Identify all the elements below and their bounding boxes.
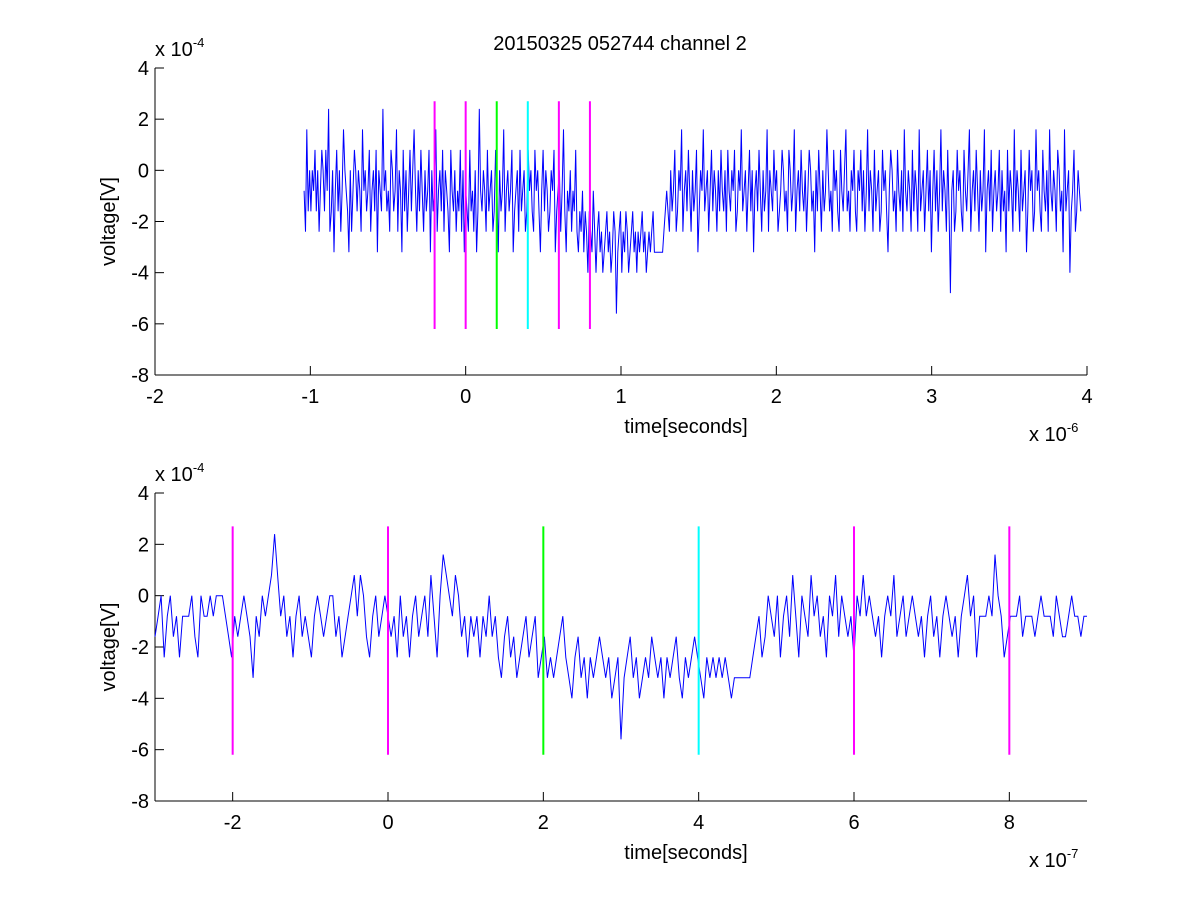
top-x-tick-label: 2	[771, 386, 782, 408]
bottom-signal-series	[154, 534, 1087, 740]
bottom-y-tick-label: 4	[138, 483, 149, 505]
bottom-y-tick-label: -4	[131, 688, 149, 710]
top-x-tick-label: -2	[146, 386, 164, 408]
bottom-y-multiplier-base: x 10	[155, 464, 193, 486]
top-x-multiplier: x 10-6	[1029, 420, 1078, 446]
bottom-axes-group: -2 0 2 4 6 8 -8 -6 -4 -2 0 2 4 time[seconds] voltage[V…	[98, 460, 1087, 872]
top-y-tick-label: -2	[131, 212, 149, 234]
bottom-x-tick-label: 0	[382, 812, 393, 834]
chart-title: 20150325 052744 channel 2	[493, 33, 747, 55]
top-x-multiplier-exponent: -6	[1067, 420, 1079, 435]
top-axes-group: -2 -1 0 1 2 3 4 -8 -6 -4 -2 0 2 4 time[seconds] voltage…	[98, 35, 1093, 446]
bottom-x-multiplier-exponent: -7	[1067, 846, 1079, 861]
bottom-x-tick-label: 4	[693, 812, 704, 834]
top-x-axis-label: time[seconds]	[624, 416, 747, 438]
bottom-x-multiplier-base: x 10	[1029, 850, 1067, 872]
bottom-y-tick-label: -6	[131, 740, 149, 762]
top-x-multiplier-base: x 10	[1029, 424, 1067, 446]
top-x-tick-label: 1	[615, 386, 626, 408]
bottom-y-tick-label: 0	[138, 586, 149, 608]
top-y-tick-label: 0	[138, 160, 149, 182]
top-y-multiplier-exponent: -4	[193, 35, 205, 50]
bottom-x-axis-label: time[seconds]	[624, 842, 747, 864]
bottom-x-tick-label: -2	[224, 812, 242, 834]
bottom-x-tick-label: 8	[1004, 812, 1015, 834]
top-x-tick-label: 3	[926, 386, 937, 408]
bottom-y-tick-label: 2	[138, 534, 149, 556]
top-signal-series	[303, 108, 1082, 314]
top-x-tick-label: 0	[460, 386, 471, 408]
bottom-x-tick-label: 6	[848, 812, 859, 834]
top-y-multiplier-base: x 10	[155, 39, 193, 61]
top-y-multiplier: x 10-4	[155, 35, 204, 61]
top-y-tick-label: 4	[138, 58, 149, 80]
top-x-tick-label: 4	[1081, 386, 1092, 408]
bottom-y-axis-label: voltage[V]	[98, 603, 120, 692]
top-y-tick-label: -8	[131, 365, 149, 387]
top-y-tick-label: 2	[138, 109, 149, 131]
bottom-x-tick-label: 2	[538, 812, 549, 834]
top-y-tick-label: -4	[131, 263, 149, 285]
bottom-x-multiplier: x 10-7	[1029, 846, 1078, 872]
top-x-tick-label: -1	[301, 386, 319, 408]
top-y-tick-label: -6	[131, 314, 149, 336]
bottom-y-tick-label: -2	[131, 637, 149, 659]
bottom-y-multiplier: x 10-4	[155, 460, 204, 486]
top-y-axis-label: voltage[V]	[98, 177, 120, 266]
bottom-y-multiplier-exponent: -4	[193, 460, 205, 475]
bottom-y-tick-label: -8	[131, 791, 149, 813]
